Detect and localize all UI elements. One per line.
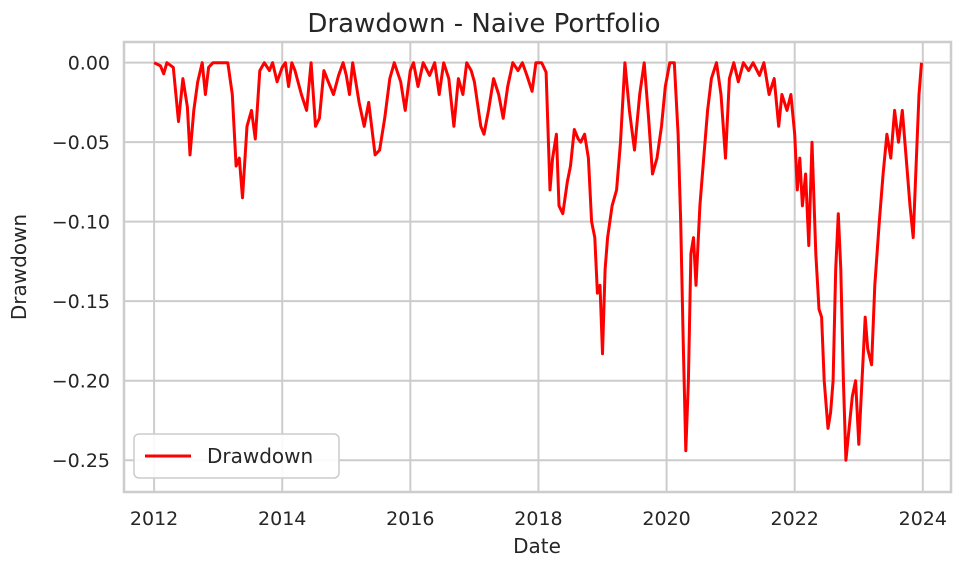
legend: Drawdown xyxy=(133,433,340,479)
y-tick-label: −0.10 xyxy=(52,212,110,234)
y-tick-label: 0.00 xyxy=(68,53,110,75)
y-axis-title: Drawdown xyxy=(7,214,31,320)
x-tick-label: 2016 xyxy=(386,508,434,530)
legend-box xyxy=(133,433,340,479)
x-tick-label: 2018 xyxy=(514,508,562,530)
x-tick-label: 2024 xyxy=(899,508,947,530)
x-axis-title: Date xyxy=(513,534,561,558)
x-tick-label: 2020 xyxy=(642,508,690,530)
series-layer xyxy=(153,61,923,462)
y-tick-label: −0.20 xyxy=(52,371,110,393)
plot-frame xyxy=(122,40,953,494)
y-tick-label: −0.05 xyxy=(52,132,110,154)
x-tick-label: 2012 xyxy=(130,508,178,530)
legend-label: Drawdown xyxy=(207,444,313,468)
y-tick-labels: 0.00 −0.05 −0.10 −0.15 −0.20 −0.25 xyxy=(52,53,110,473)
x-tick-labels: 2012 2014 2016 2018 2020 2022 2024 xyxy=(130,508,947,530)
x-tick-label: 2022 xyxy=(771,508,819,530)
chart-title: Drawdown - Naive Portfolio xyxy=(307,9,660,39)
drawdown-line xyxy=(153,61,923,462)
y-tick-label: −0.15 xyxy=(52,291,110,313)
grid xyxy=(124,42,951,492)
y-tick-label: −0.25 xyxy=(52,450,110,472)
x-tick-label: 2014 xyxy=(258,508,306,530)
